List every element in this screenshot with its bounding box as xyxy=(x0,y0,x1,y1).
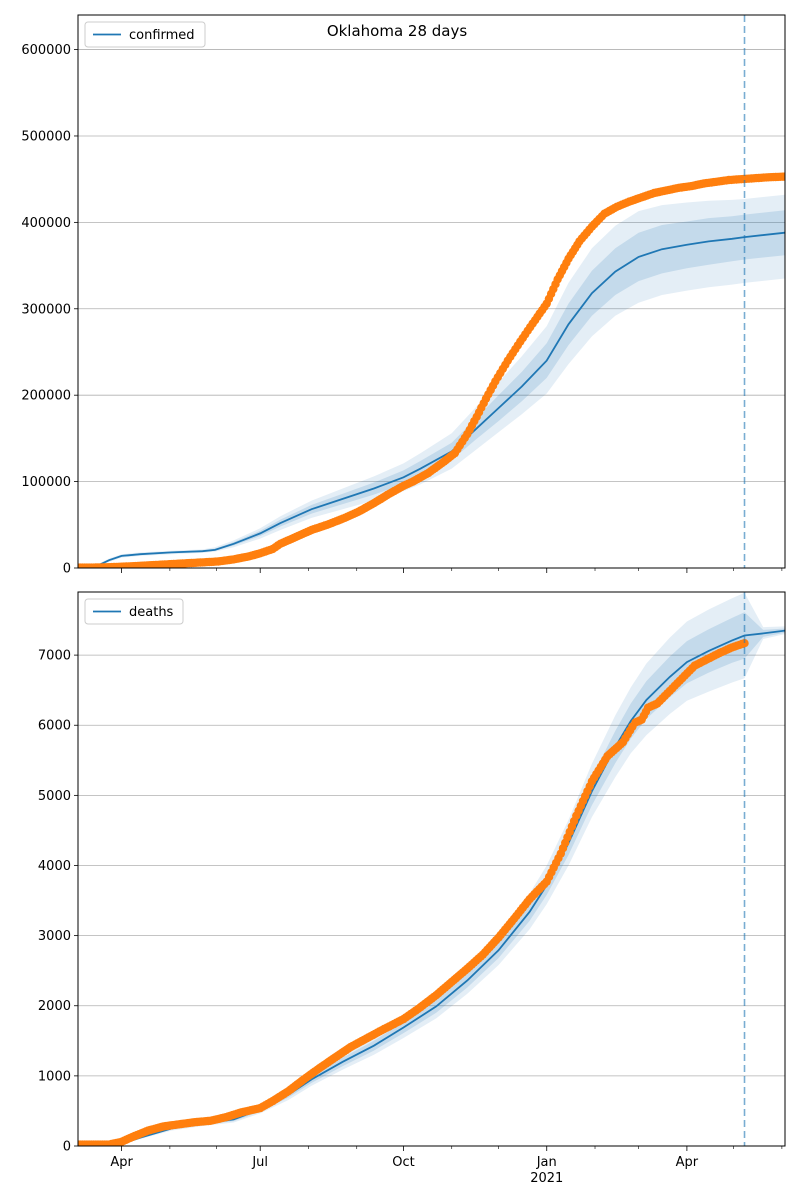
confirmed-ytick-label: 500000 xyxy=(21,129,71,144)
confirmed-plot-area xyxy=(78,172,785,568)
deaths-model-line xyxy=(78,629,785,1146)
deaths-ytick-label: 1000 xyxy=(38,1069,71,1084)
deaths-uncertainty-band-outer xyxy=(78,592,785,1146)
deaths-ytick-label: 6000 xyxy=(38,719,71,734)
confirmed-uncertainty-band-inner xyxy=(78,210,785,568)
deaths-xtick-label: Jul xyxy=(251,1155,268,1170)
deaths-xtick-label: Oct xyxy=(392,1155,414,1170)
confirmed-panel: 0 100000 200000 300000 400000 500000 600000 con… xyxy=(21,14,786,577)
deaths-xtick-label: Jan xyxy=(536,1155,557,1170)
deaths-axes-frame xyxy=(77,591,786,1147)
chart-title: Oklahoma 28 days xyxy=(327,22,468,40)
confirmed-observed-series xyxy=(78,172,785,568)
deaths-ytick-label: 5000 xyxy=(38,789,71,804)
confirmed-model-line xyxy=(78,231,785,568)
confirmed-legend-box xyxy=(84,21,206,48)
confirmed-observed-point xyxy=(780,172,785,181)
deaths-legend-box xyxy=(84,598,184,625)
deaths-xtick-label: Apr xyxy=(110,1155,133,1170)
deaths-ytick-label: 3000 xyxy=(38,929,71,944)
confirmed-ytick-label: 0 xyxy=(63,562,71,577)
deaths-xtick-year-label: 2021 xyxy=(530,1171,563,1186)
confirmed-ytick-label: 600000 xyxy=(21,43,71,58)
deaths-plot-area xyxy=(78,592,785,1146)
confirmed-legend: confirmed xyxy=(84,21,206,48)
deaths-ytick-label: 2000 xyxy=(38,999,71,1014)
deaths-uncertainty-band-inner xyxy=(78,612,785,1146)
deaths-xtick-label: Apr xyxy=(676,1155,699,1170)
confirmed-ytick-label: 200000 xyxy=(21,389,71,404)
deaths-legend-label: deaths xyxy=(129,605,174,620)
confirmed-axes-frame xyxy=(77,14,786,569)
confirmed-ytick-label: 100000 xyxy=(21,475,71,490)
deaths-observed-series xyxy=(78,639,749,1146)
deaths-ytick-label: 7000 xyxy=(38,649,71,664)
deaths-legend: deaths xyxy=(84,598,184,625)
confirmed-legend-label: confirmed xyxy=(129,28,195,43)
deaths-ytick-label: 4000 xyxy=(38,859,71,874)
deaths-observed-point xyxy=(740,639,749,648)
deaths-ytick-label: 0 xyxy=(63,1140,71,1155)
deaths-panel: 0 1000 2000 3000 4000 5000 6000 7000 Apr Jul Oct Ja… xyxy=(38,591,786,1186)
confirmed-uncertainty-band-outer xyxy=(78,194,785,568)
confirmed-ytick-label: 300000 xyxy=(21,302,71,317)
confirmed-ytick-label: 400000 xyxy=(21,216,71,231)
